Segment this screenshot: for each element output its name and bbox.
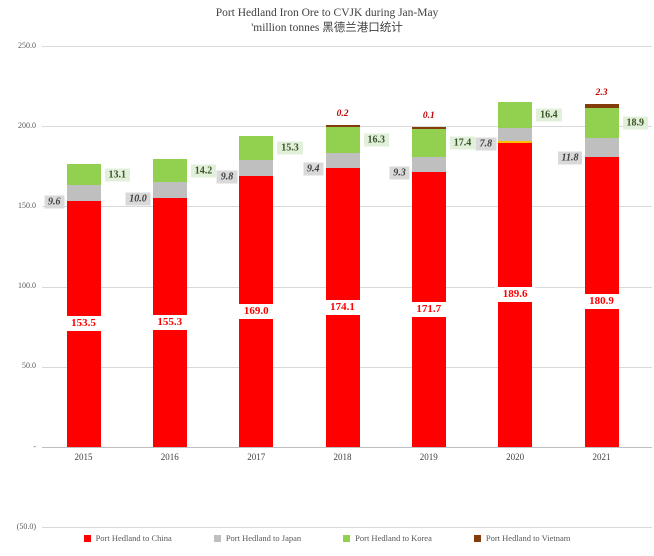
x-axis-label-2020: 2020 xyxy=(506,452,525,462)
data-label-japan-2019: 9.3 xyxy=(389,166,410,180)
bar-segment-2015-s1 xyxy=(66,185,101,201)
data-label-china-2015: 153.5 xyxy=(63,316,104,332)
chart-title-line1: Port Hedland Iron Ore to CVJK during Jan… xyxy=(215,7,439,19)
bar-segment-2021-s2 xyxy=(584,107,619,138)
data-label-china-2017: 169.0 xyxy=(236,304,277,319)
chart-title-line2: 'million tonnes 黑德兰港口统计 xyxy=(251,22,403,35)
y-axis-tick-100: 100.0 xyxy=(18,281,36,291)
bar-segment-2020-s2 xyxy=(498,102,533,129)
bar-segment-2021-s3 xyxy=(584,103,619,108)
data-label-japan-2020: 7.8 xyxy=(475,137,497,151)
vietnam-swatch-icon xyxy=(473,534,481,542)
yellow-stripe-2020 xyxy=(498,140,533,143)
legend-item-korea: Port Hedland to Korea xyxy=(343,533,432,543)
data-label-vietnam-2021: 2.3 xyxy=(595,87,608,98)
y-axis-tick-200: 200.0 xyxy=(18,120,36,130)
data-label-vietnam-2019: 0.1 xyxy=(422,110,435,121)
x-axis-label-2016: 2016 xyxy=(160,452,179,462)
korea-swatch-icon xyxy=(343,534,351,542)
bar-segment-2016-s2 xyxy=(152,159,187,182)
bar-segment-2018-s2 xyxy=(325,126,360,153)
y-axis-tick--50: (50.0) xyxy=(16,521,36,531)
data-label-korea-2021: 18.9 xyxy=(622,116,648,130)
y-axis-tick-0: - xyxy=(33,441,36,451)
x-axis-label-2021: 2021 xyxy=(592,452,611,462)
legend-label-japan: Port Hedland to Japan xyxy=(225,533,302,543)
bar-segment-2018-s1 xyxy=(325,152,360,168)
legend-label-korea: Port Hedland to Korea xyxy=(355,533,432,543)
data-label-china-2021: 180.9 xyxy=(581,294,622,310)
bar-segment-2015-s2 xyxy=(66,164,101,186)
chart-title: Port Hedland Iron Ore to CVJK during Jan… xyxy=(0,6,654,36)
gridline-0 xyxy=(42,447,652,448)
data-label-korea-2016: 14.2 xyxy=(190,164,217,177)
legend-label-china: Port Hedland to China xyxy=(95,533,172,543)
bar-segment-2017-s2 xyxy=(239,135,274,161)
data-label-vietnam-2018: 0.2 xyxy=(336,108,349,119)
y-axis-tick-50: 50.0 xyxy=(22,361,36,371)
x-axis-label-2019: 2019 xyxy=(419,452,438,462)
data-label-korea-2018: 16.3 xyxy=(363,133,389,147)
bar-segment-2019-s3 xyxy=(411,126,446,129)
gridline--50 xyxy=(42,527,652,529)
data-label-japan-2017: 9.8 xyxy=(216,170,238,184)
bar-segment-2016-s1 xyxy=(152,181,187,198)
y-axis-tick-150: 150.0 xyxy=(18,200,36,210)
data-label-japan-2016: 10.0 xyxy=(125,192,151,206)
data-label-china-2019: 171.7 xyxy=(408,301,449,317)
legend-item-japan: Port Hedland to Japan xyxy=(213,533,302,543)
gridline-250 xyxy=(42,46,652,47)
data-label-korea-2019: 17.4 xyxy=(449,136,476,150)
legend-item-china: Port Hedland to China xyxy=(83,533,172,543)
data-label-china-2018: 174.1 xyxy=(322,299,363,315)
bar-segment-2021-s1 xyxy=(584,137,619,157)
china-swatch-icon xyxy=(83,534,91,542)
bar-segment-2017-s1 xyxy=(239,160,274,176)
bar-segment-2018-s3 xyxy=(325,124,360,127)
data-label-japan-2018: 9.4 xyxy=(303,162,324,176)
x-axis-label-2018: 2018 xyxy=(333,452,352,462)
data-label-korea-2020: 16.4 xyxy=(536,108,562,122)
data-label-china-2016: 155.3 xyxy=(149,314,190,330)
x-axis-label-2015: 2015 xyxy=(74,452,93,462)
data-label-china-2020: 189.6 xyxy=(495,287,536,303)
bar-segment-2020-s1 xyxy=(498,128,533,141)
legend-label-vietnam: Port Hedland to Vietnam xyxy=(485,533,571,543)
data-label-japan-2015: 9.6 xyxy=(44,195,65,209)
legend-item-vietnam: Port Hedland to Vietnam xyxy=(473,533,571,543)
japan-swatch-icon xyxy=(213,534,221,542)
x-axis-label-2017: 2017 xyxy=(247,452,266,462)
legend: Port Hedland to China Port Hedland to Ja… xyxy=(0,533,654,543)
bar-segment-2019-s1 xyxy=(411,156,446,172)
bar-segment-2019-s2 xyxy=(411,128,446,157)
data-label-korea-2017: 15.3 xyxy=(277,141,303,155)
y-axis-tick-250: 250.0 xyxy=(18,40,36,50)
data-label-japan-2021: 11.8 xyxy=(557,151,583,165)
data-label-korea-2015: 13.1 xyxy=(104,168,130,182)
